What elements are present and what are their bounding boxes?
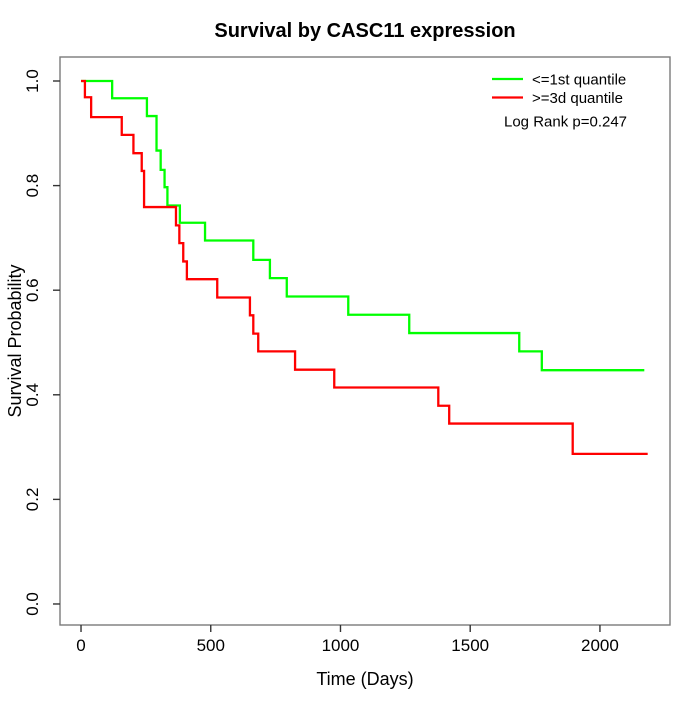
y-tick-label: 0.2 <box>23 488 42 512</box>
y-axis-label: Survival Probability <box>5 264 25 417</box>
y-axis-ticks: 0.0 0.2 0.4 0.6 0.8 1.0 <box>23 69 60 616</box>
y-tick-label: 0.4 <box>23 383 42 407</box>
legend-label-third-quantile: >=3d quantile <box>532 90 623 107</box>
plot-box <box>59 56 671 626</box>
y-tick-label: 0.8 <box>23 174 42 198</box>
x-tick-label: 1500 <box>451 636 489 655</box>
log-rank-annotation: Log Rank p=0.247 <box>504 114 627 131</box>
y-tick-label: 0.0 <box>23 592 42 616</box>
km-curve-first-quantile <box>81 79 645 372</box>
chart-title: Survival by CASC11 expression <box>214 20 515 42</box>
x-axis-ticks: 0 500 1000 1500 2000 <box>76 625 619 655</box>
km-curve-third-quantile <box>81 79 648 456</box>
km-curves <box>81 79 648 456</box>
x-tick-label: 2000 <box>581 636 619 655</box>
y-tick-label: 0.6 <box>23 278 42 302</box>
legend: <=1st quantile >=3d quantile Log Rank p=… <box>492 72 627 131</box>
legend-label-first-quantile: <=1st quantile <box>532 72 626 89</box>
x-tick-label: 1000 <box>322 636 360 655</box>
x-tick-label: 500 <box>197 636 225 655</box>
x-axis-label: Time (Days) <box>316 669 413 689</box>
x-tick-label: 0 <box>76 636 85 655</box>
y-tick-label: 1.0 <box>23 69 42 93</box>
